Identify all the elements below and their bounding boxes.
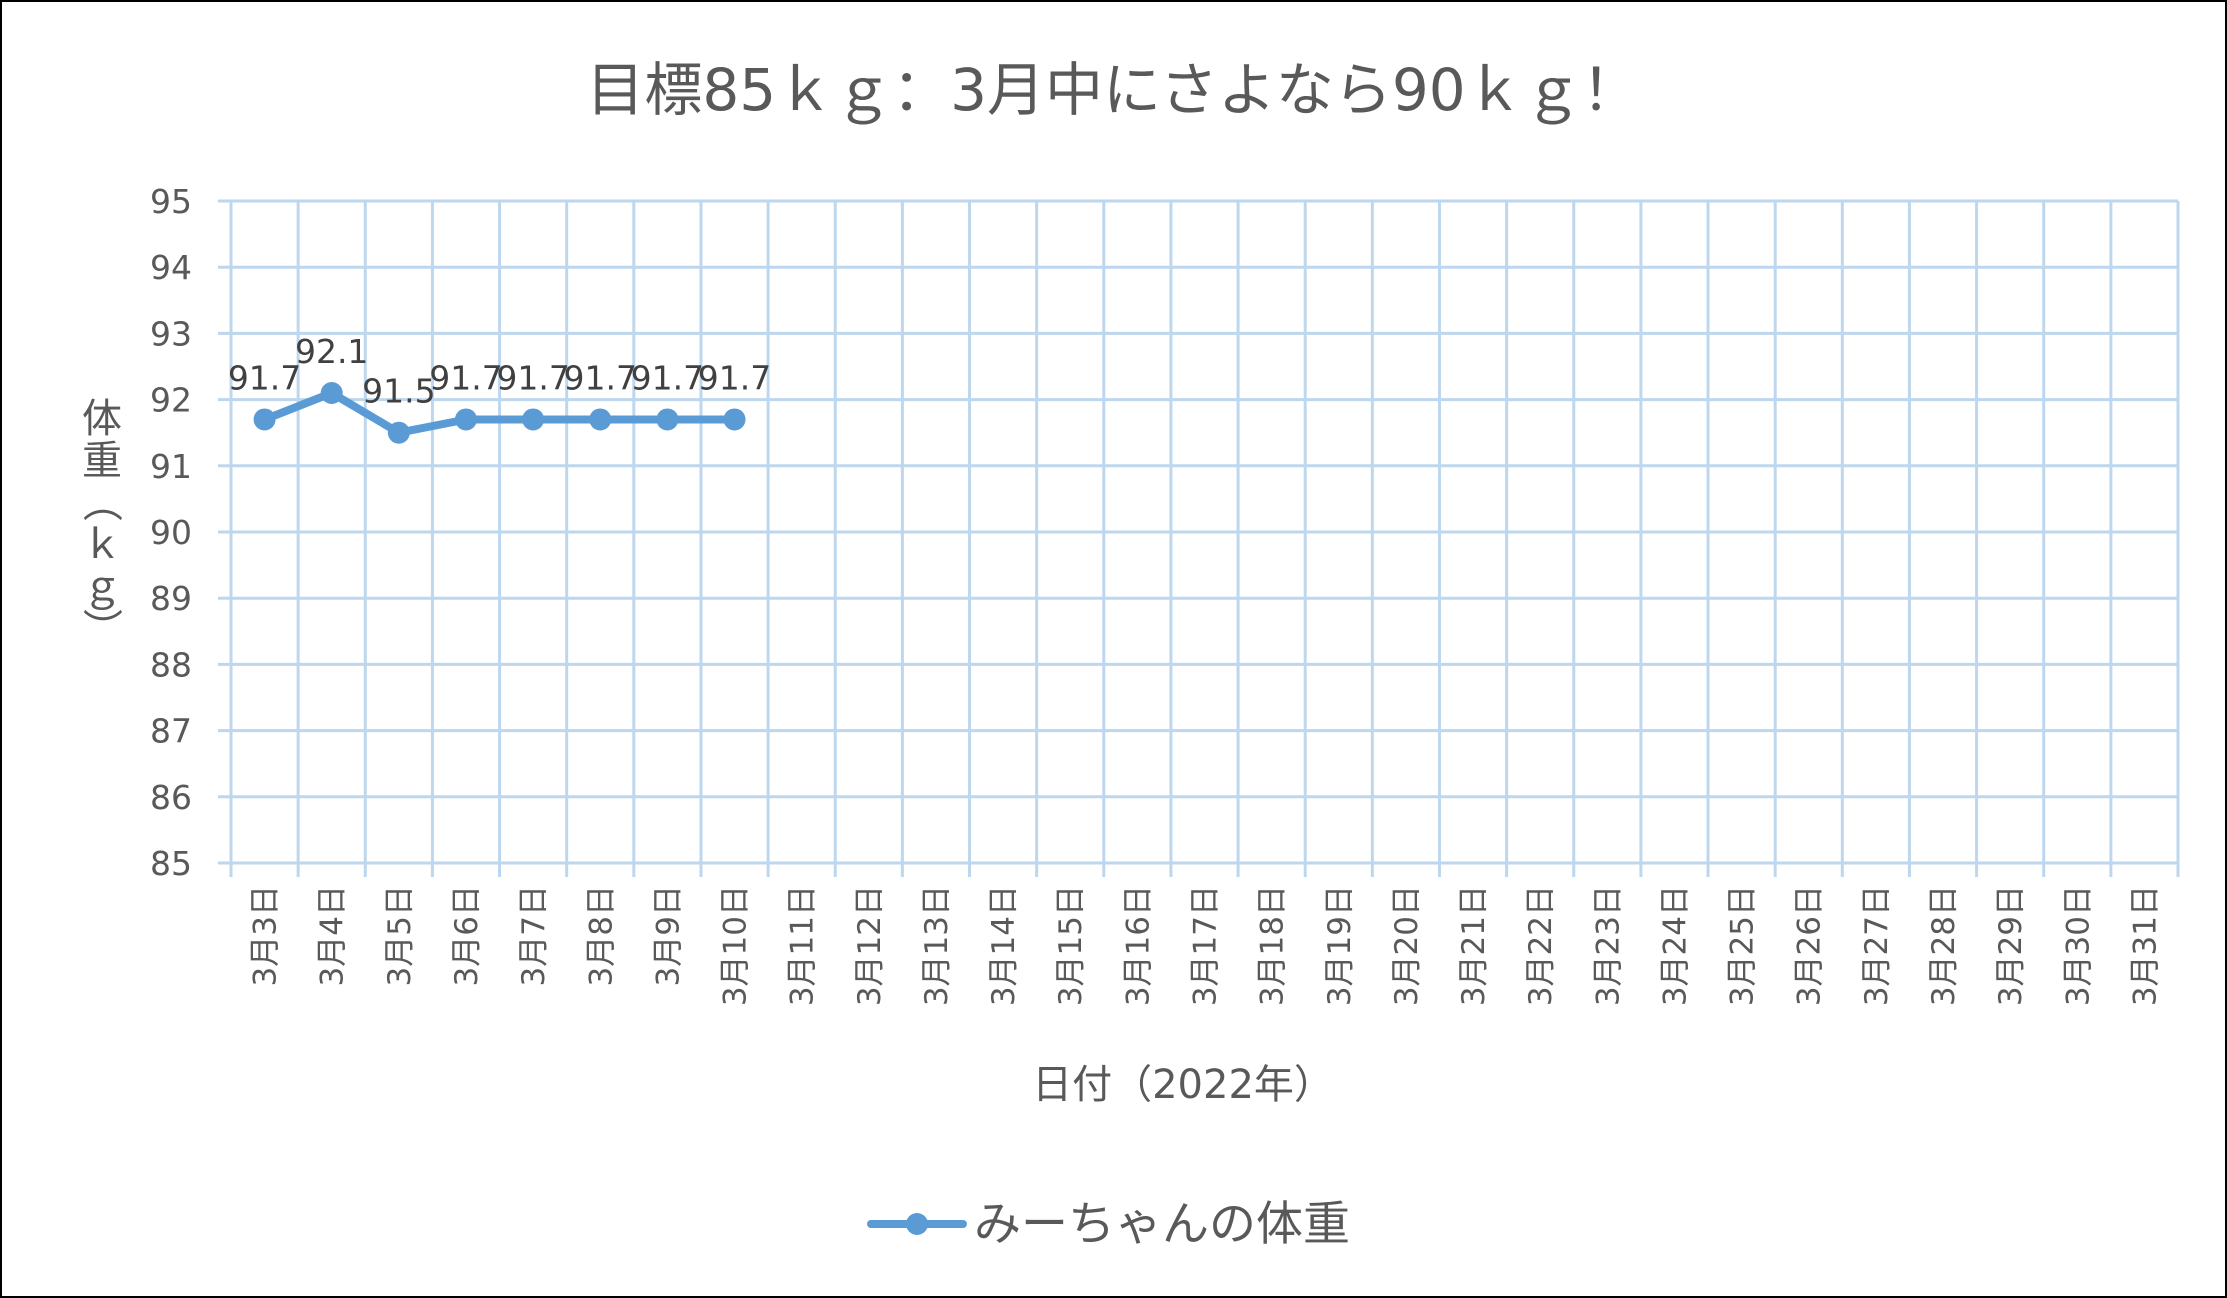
x-tick-label: 3月27日 [1859, 885, 1895, 1006]
data-label: 91.7 [698, 358, 771, 397]
y-axis-title-char: ｇ [82, 564, 122, 610]
data-point[interactable] [589, 408, 612, 431]
x-tick-label: 3月21日 [1456, 885, 1492, 1006]
y-tick-label: 86 [150, 778, 192, 817]
data-point[interactable] [723, 408, 746, 431]
y-tick-label: 89 [150, 579, 192, 618]
data-label: 91.7 [496, 358, 569, 397]
y-tick-label: 88 [150, 645, 192, 684]
y-axis-title-char: 体 [82, 396, 122, 442]
series-layer [253, 381, 746, 444]
data-label: 91.7 [631, 358, 704, 397]
x-tick-label: 3月28日 [1926, 885, 1962, 1006]
x-tick-label: 3月7日 [516, 885, 552, 986]
y-axis-title-char: 重 [82, 438, 122, 484]
y-axis-title-char: （ [78, 482, 124, 522]
y-tick-label: 90 [150, 513, 192, 552]
y-axis-ticks: 85 86 87 88 89 90 91 92 93 94 95 [150, 182, 192, 883]
y-tick-label: 93 [150, 314, 192, 353]
data-point[interactable] [454, 408, 477, 431]
y-tick-label: 92 [150, 381, 192, 420]
series-line [260, 389, 739, 437]
legend-label: みーちゃんの体重 [974, 1197, 1350, 1252]
x-tick-label: 3月16日 [1120, 885, 1156, 1006]
x-tick-label: 3月22日 [1523, 885, 1559, 1006]
data-label: 91.7 [228, 358, 301, 397]
x-tick-label: 3月18日 [1255, 885, 1291, 1006]
x-tick-label: 3月24日 [1657, 885, 1693, 1006]
x-axis-ticks: 3月3日 3月4日 3月5日 3月6日 3月7日 3月8日 3月9日 3月10日 3月11日 3月… [248, 885, 2164, 1006]
data-label: 91.7 [429, 358, 502, 397]
x-tick-label: 3月25日 [1725, 885, 1761, 1006]
y-tick-label: 87 [150, 712, 192, 751]
y-tick-label: 85 [150, 844, 192, 883]
y-axis-title-char: ） [78, 608, 124, 648]
data-label: 92.1 [295, 332, 368, 371]
chart-title: 目標85ｋｇ：3月中にさよなら90ｋｇ！ [586, 56, 1639, 124]
x-tick-label: 3月23日 [1590, 885, 1626, 1006]
x-tick-label: 3月13日 [919, 885, 955, 1006]
x-tick-label: 3月9日 [650, 885, 686, 986]
x-tick-label: 3月31日 [2127, 885, 2163, 1006]
x-tick-label: 3月14日 [986, 885, 1022, 1006]
data-point[interactable] [656, 408, 679, 431]
grid [218, 199, 2180, 877]
y-tick-label: 91 [150, 447, 192, 486]
data-point[interactable] [387, 421, 410, 444]
legend-point-marker [906, 1213, 928, 1235]
data-point[interactable] [320, 381, 343, 404]
x-tick-label: 3月3日 [248, 885, 284, 986]
x-tick-label: 3月6日 [449, 885, 485, 986]
x-tick-label: 3月17日 [1188, 885, 1224, 1006]
data-label: 91.7 [564, 358, 637, 397]
x-tick-label: 3月15日 [1053, 885, 1089, 1006]
x-tick-label: 3月4日 [315, 885, 351, 986]
x-tick-label: 3月19日 [1322, 885, 1358, 1006]
x-tick-label: 3月26日 [1792, 885, 1828, 1006]
y-tick-label: 95 [150, 182, 192, 221]
x-tick-label: 3月5日 [382, 885, 418, 986]
y-tick-label: 94 [150, 248, 192, 287]
y-axis-title: 体重（ｋｇ） [78, 396, 124, 648]
data-point[interactable] [522, 408, 545, 431]
x-tick-label: 3月20日 [1389, 885, 1425, 1006]
data-point[interactable] [253, 408, 276, 431]
x-tick-label: 3月10日 [718, 885, 754, 1006]
x-tick-label: 3月29日 [1993, 885, 2029, 1006]
x-tick-label: 3月11日 [785, 885, 821, 1006]
x-axis-title: 日付（2022年） [1032, 1062, 1334, 1108]
x-tick-label: 3月12日 [852, 885, 888, 1006]
data-label: 91.5 [362, 372, 435, 411]
legend[interactable]: みーちゃんの体重 [867, 1197, 1350, 1252]
y-axis-title-char: ｋ [82, 522, 122, 568]
data-labels: 91.792.191.591.791.791.791.791.7 [228, 332, 771, 411]
x-tick-label: 3月30日 [2060, 885, 2096, 1006]
x-tick-label: 3月8日 [583, 885, 619, 986]
